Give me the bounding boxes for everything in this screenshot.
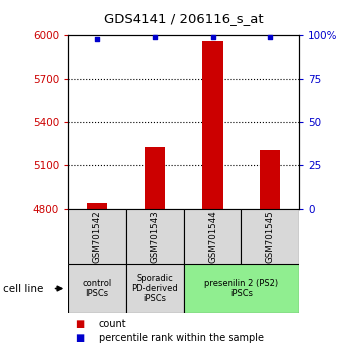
Bar <box>68 209 126 264</box>
Text: cell line: cell line <box>3 284 44 293</box>
Text: GSM701544: GSM701544 <box>208 210 217 263</box>
Text: count: count <box>99 319 126 329</box>
Text: percentile rank within the sample: percentile rank within the sample <box>99 333 264 343</box>
Bar <box>87 203 107 209</box>
Text: Sporadic
PD-derived
iPSCs: Sporadic PD-derived iPSCs <box>131 274 178 303</box>
Point <box>94 36 100 42</box>
Text: GSM701543: GSM701543 <box>150 210 159 263</box>
Point <box>268 34 273 40</box>
Bar <box>68 264 126 313</box>
Bar <box>126 264 184 313</box>
Bar <box>202 41 223 209</box>
Text: GSM701545: GSM701545 <box>266 210 275 263</box>
Bar <box>184 209 241 264</box>
Bar <box>144 147 165 209</box>
Bar <box>260 150 280 209</box>
Point <box>210 34 215 40</box>
Point <box>152 34 157 40</box>
Text: GSM701542: GSM701542 <box>92 210 101 263</box>
Text: ■: ■ <box>75 319 84 329</box>
Bar <box>184 264 299 313</box>
Text: GDS4141 / 206116_s_at: GDS4141 / 206116_s_at <box>104 12 264 25</box>
Bar <box>241 209 299 264</box>
Text: control
IPSCs: control IPSCs <box>82 279 112 298</box>
Text: presenilin 2 (PS2)
iPSCs: presenilin 2 (PS2) iPSCs <box>204 279 278 298</box>
Text: ■: ■ <box>75 333 84 343</box>
Bar <box>126 209 184 264</box>
